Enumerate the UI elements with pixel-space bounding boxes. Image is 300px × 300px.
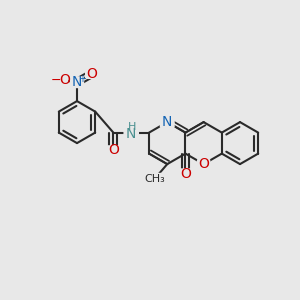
FancyBboxPatch shape [197, 159, 210, 169]
Text: H: H [128, 122, 136, 132]
Text: O: O [86, 67, 97, 81]
FancyBboxPatch shape [85, 68, 98, 79]
FancyBboxPatch shape [70, 76, 84, 88]
Text: O: O [180, 167, 191, 181]
FancyBboxPatch shape [160, 116, 175, 128]
Text: O: O [198, 157, 209, 171]
Text: −: − [51, 74, 62, 87]
Text: N: N [72, 75, 82, 89]
FancyBboxPatch shape [54, 74, 68, 86]
FancyBboxPatch shape [106, 145, 120, 156]
FancyBboxPatch shape [145, 173, 164, 185]
Text: +: + [78, 74, 86, 84]
Text: O: O [108, 143, 119, 158]
Text: N: N [162, 115, 172, 129]
FancyBboxPatch shape [123, 125, 139, 140]
Text: CH₃: CH₃ [144, 174, 165, 184]
FancyBboxPatch shape [179, 168, 192, 179]
Text: N: N [126, 127, 136, 141]
Text: O: O [59, 73, 70, 87]
